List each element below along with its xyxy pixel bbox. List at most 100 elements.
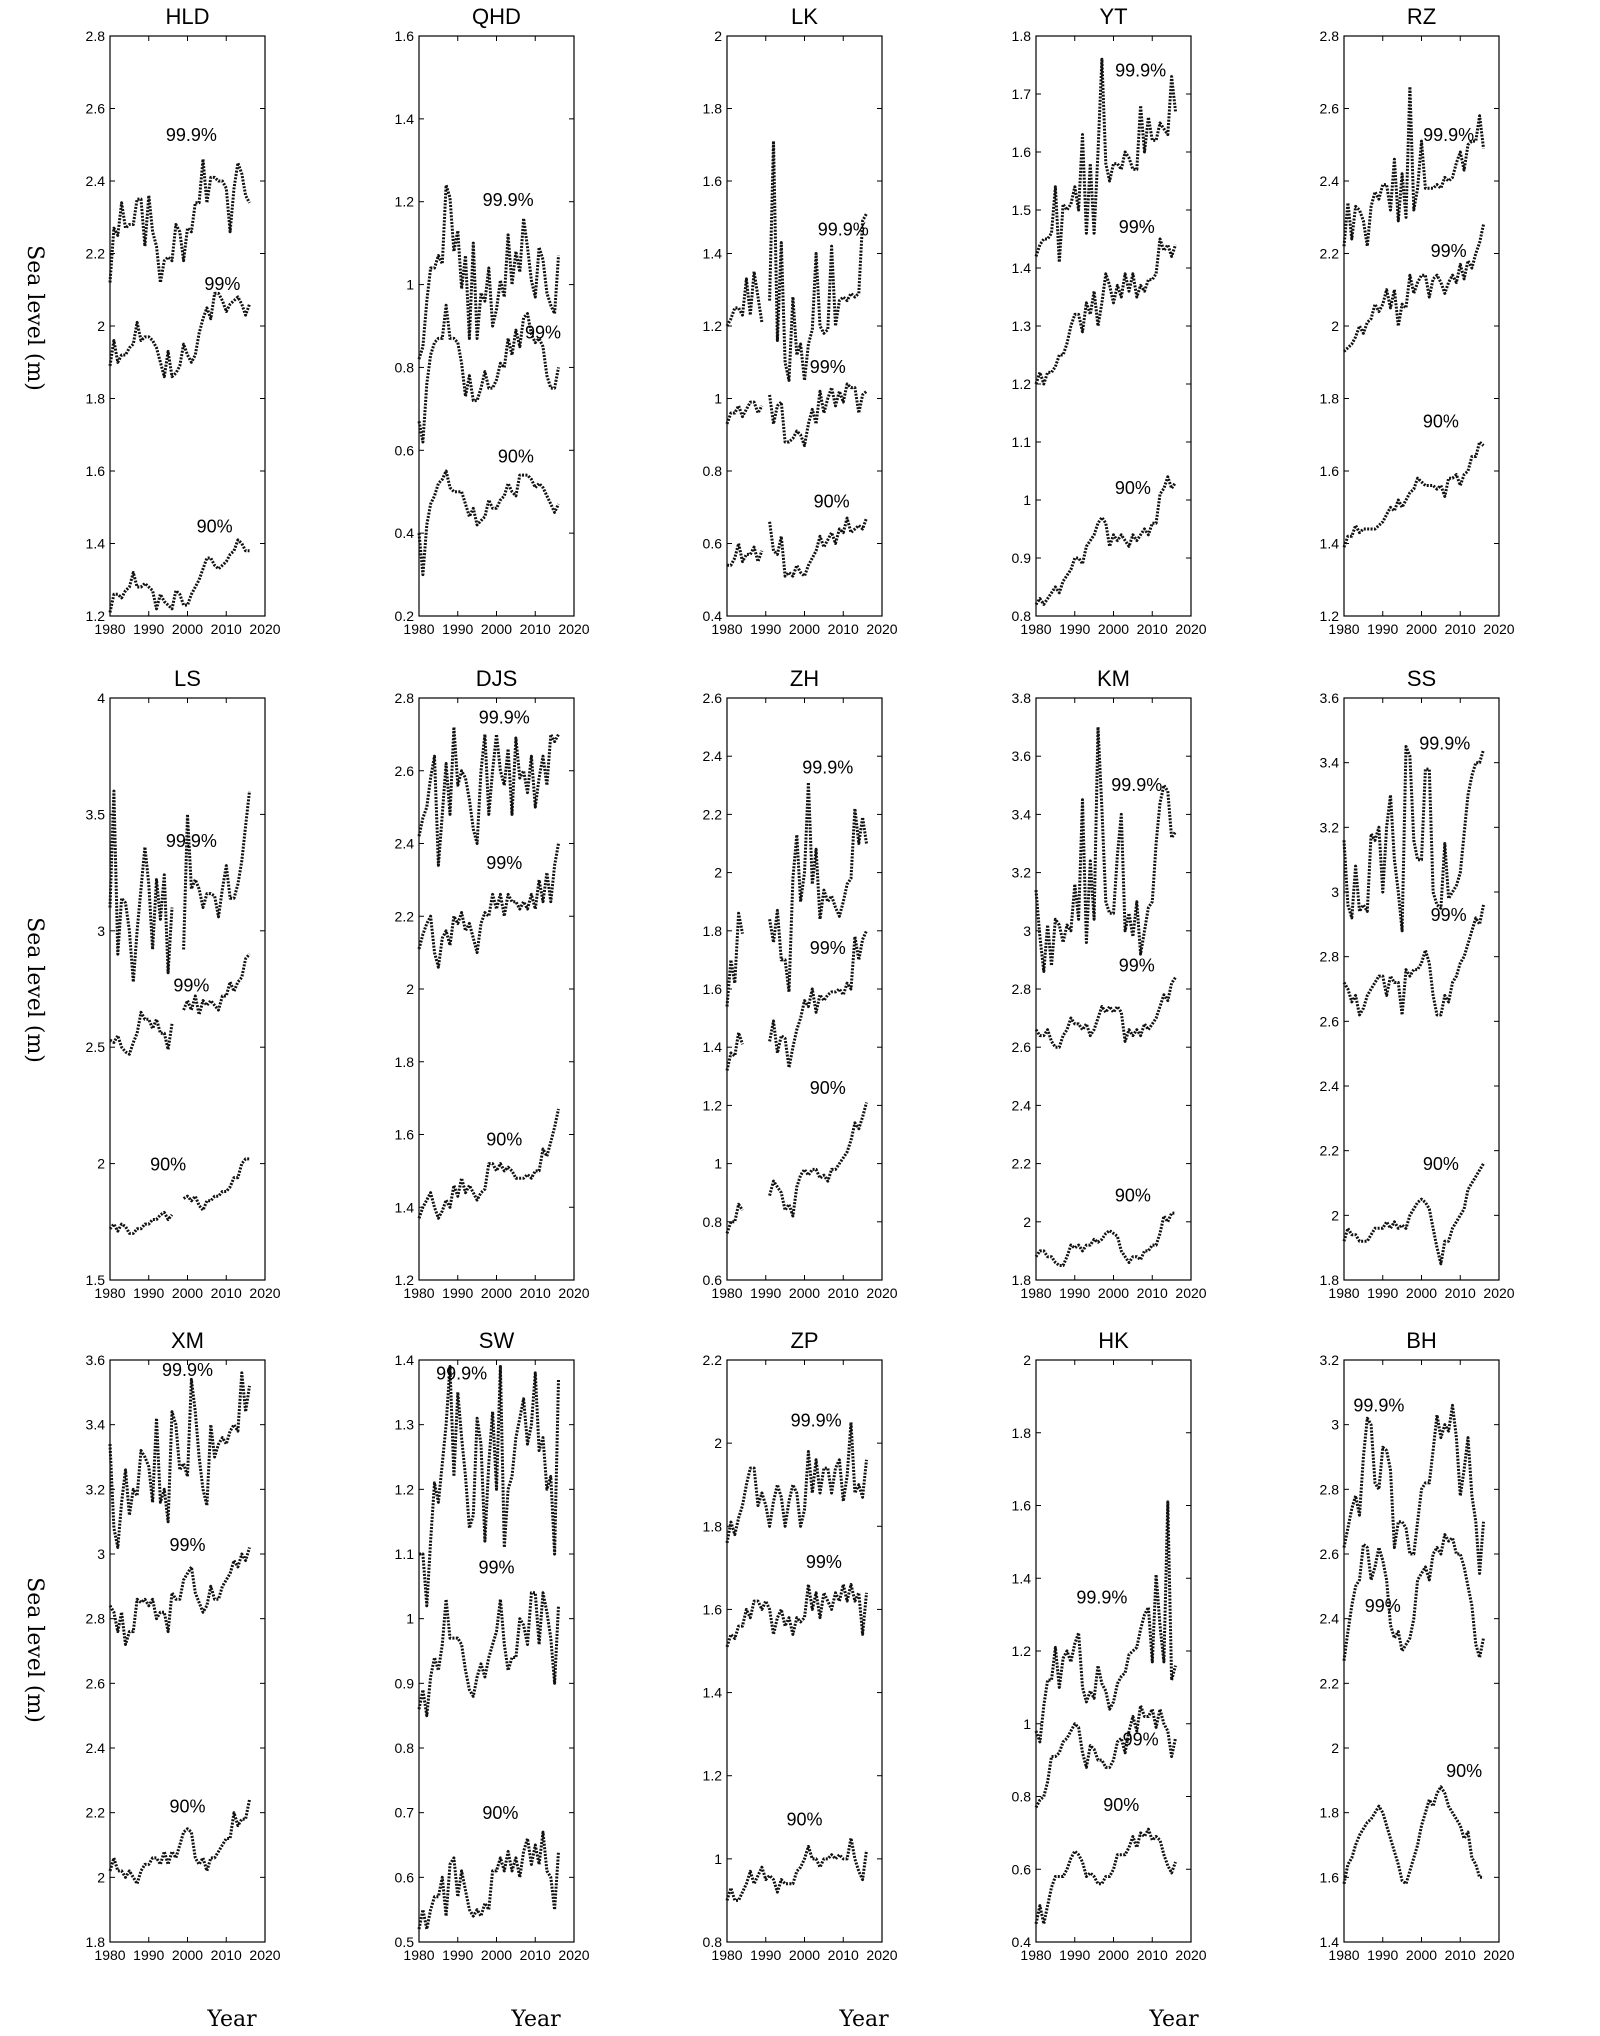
y-tick-label: 1.2 xyxy=(86,608,106,624)
panel-sw: SW 0.5 0.6 0.7 0.8 0.9 1 1.1 1.2 1.3 1.4 1980 1990 20… xyxy=(395,1328,590,1963)
y-tick-label: 2.8 xyxy=(1320,28,1340,44)
y-tick-label: 1 xyxy=(714,391,722,407)
y-tick-label: 2.8 xyxy=(395,690,415,706)
y-tick-label: 2.4 xyxy=(1320,1078,1340,1094)
x-tick-label: 2020 xyxy=(558,1285,589,1301)
y-tick-label: 1.8 xyxy=(703,923,723,939)
x-tick-label: 2010 xyxy=(1445,1947,1476,1963)
y-tick-label: 2 xyxy=(1331,318,1339,334)
y-tick-label: 1.5 xyxy=(1012,202,1032,218)
x-tick-label: 2020 xyxy=(866,1285,897,1301)
y-tick-label: 3 xyxy=(1023,923,1031,939)
x-tick-label: 1980 xyxy=(403,1947,434,1963)
y-tick-label: 1.4 xyxy=(703,246,723,262)
x-tick-label: 1980 xyxy=(94,1947,125,1963)
y-tick-label: 1.6 xyxy=(1320,463,1340,479)
series-line-99-9pct xyxy=(419,1365,560,1608)
x-tick-label: 2000 xyxy=(789,1947,820,1963)
y-tick-label: 1.2 xyxy=(1012,1643,1032,1659)
series-line-99-9pct xyxy=(417,725,560,867)
y-tick-label: 3 xyxy=(97,1546,105,1562)
y-tick-label: 1.8 xyxy=(1320,391,1340,407)
y-tick-label: 1.8 xyxy=(86,1934,106,1950)
y-tick-label: 1.2 xyxy=(703,1097,723,1113)
series-line-90pct xyxy=(417,469,560,577)
series-line-99-9pct xyxy=(725,780,868,1007)
series-label-90pct: 90% xyxy=(498,447,534,467)
x-tick-label: 2010 xyxy=(211,1285,242,1301)
y-tick-label: 3.4 xyxy=(1012,806,1032,822)
y-tick-label: 2 xyxy=(714,28,722,44)
y-tick-label: 3.4 xyxy=(86,1417,106,1433)
x-tick-label: 1980 xyxy=(711,1285,742,1301)
panel-xm: XM 1.8 2 2.2 2.4 2.6 2.8 3 3.2 3.4 3.6 1980 1990 2000… xyxy=(86,1328,281,1963)
series-label-99-9pct: 99.9% xyxy=(1076,1588,1127,1608)
y-tick-label: 0.8 xyxy=(395,359,415,375)
y-tick-label: 2.2 xyxy=(703,806,723,822)
panel-frame xyxy=(1035,1359,1192,1943)
y-tick-label: 1.4 xyxy=(703,1039,723,1055)
y-tick-label: 1.2 xyxy=(395,194,415,210)
series-line-99pct xyxy=(1342,904,1485,1017)
panel-frame xyxy=(1035,35,1192,617)
series-label-99-9pct: 99.9% xyxy=(436,1363,487,1383)
series-line-99pct xyxy=(417,303,560,444)
x-tick-label: 2000 xyxy=(481,1947,512,1963)
y-tick-label: 1.2 xyxy=(395,1481,415,1497)
y-tick-label: 2.2 xyxy=(1320,246,1340,262)
series-label-99pct: 99% xyxy=(1431,905,1467,925)
x-tick-label: 1990 xyxy=(1059,1285,1090,1301)
panel-frame xyxy=(418,697,575,1281)
y-tick-label: 1.6 xyxy=(86,463,106,479)
x-tick-label: 1990 xyxy=(750,1285,781,1301)
y-tick-label: 1.4 xyxy=(1012,260,1032,276)
series-label-99pct: 99% xyxy=(810,938,846,958)
x-tick-label: 2010 xyxy=(520,1285,551,1301)
series-line-99-9pct xyxy=(108,789,251,984)
x-tick-label: 1980 xyxy=(1328,1947,1359,1963)
panel-bh: BH 1.4 1.6 1.8 2 2.2 2.4 2.6 2.8 3 3.2 1980 1990 2000… xyxy=(1320,1328,1515,1963)
panel-frame xyxy=(726,697,883,1281)
y-tick-label: 1.6 xyxy=(395,1127,415,1143)
y-tick-label: 0.8 xyxy=(395,1740,415,1756)
x-tick-label: 2000 xyxy=(481,621,512,637)
series-line-90pct xyxy=(1342,1162,1485,1266)
panel-title: HK xyxy=(1098,1328,1129,1353)
y-tick-label: 1.8 xyxy=(395,1054,415,1070)
x-tick-label: 2020 xyxy=(1175,621,1206,637)
x-tick-label: 2000 xyxy=(1406,621,1437,637)
x-tick-label: 2020 xyxy=(1483,621,1514,637)
series-label-99pct: 99% xyxy=(1431,241,1467,261)
y-tick-label: 3.5 xyxy=(86,806,106,822)
x-tick-label: 2000 xyxy=(1098,1285,1129,1301)
series-line-99pct xyxy=(417,843,560,969)
y-tick-label: 1.2 xyxy=(703,1768,723,1784)
y-tick-label: 3.2 xyxy=(86,1481,106,1497)
series-label-99pct: 99% xyxy=(1119,217,1155,237)
y-tick-label: 1.6 xyxy=(1012,144,1032,160)
series-line-99-9pct xyxy=(1034,1500,1177,1744)
x-tick-label: 2020 xyxy=(558,1947,589,1963)
panel-grid: HLD 1.2 1.4 1.6 1.8 2 2.2 2.4 2.6 2.8 1980 1990 2000… xyxy=(86,4,1515,1963)
series-label-99-9pct: 99.9% xyxy=(166,125,217,145)
series-line-90pct xyxy=(1034,1827,1177,1926)
x-tick-label: 1990 xyxy=(1059,1947,1090,1963)
y-tick-label: 2 xyxy=(1023,1214,1031,1230)
series-label-99-9pct: 99.9% xyxy=(166,831,217,851)
y-tick-label: 2.8 xyxy=(1012,981,1032,997)
x-tick-label: 2000 xyxy=(1098,1947,1129,1963)
series-line-99-9pct xyxy=(1342,745,1485,933)
y-tick-label: 1.3 xyxy=(395,1417,415,1433)
series-line-99-9pct xyxy=(417,183,560,360)
y-tick-label: 1.8 xyxy=(703,101,723,117)
x-tick-label: 2020 xyxy=(1175,1285,1206,1301)
series-line-90pct xyxy=(1342,1785,1484,1886)
series-line-90pct xyxy=(417,1108,560,1220)
x-tick-label: 2010 xyxy=(1445,621,1476,637)
y-tick-label: 2 xyxy=(1023,1352,1031,1368)
series-label-99pct: 99% xyxy=(525,322,561,342)
y-tick-label: 1.6 xyxy=(1012,1498,1032,1514)
series-line-90pct xyxy=(108,538,250,613)
panel-title: YT xyxy=(1099,4,1127,29)
x-tick-label: 2020 xyxy=(1175,1947,1206,1963)
